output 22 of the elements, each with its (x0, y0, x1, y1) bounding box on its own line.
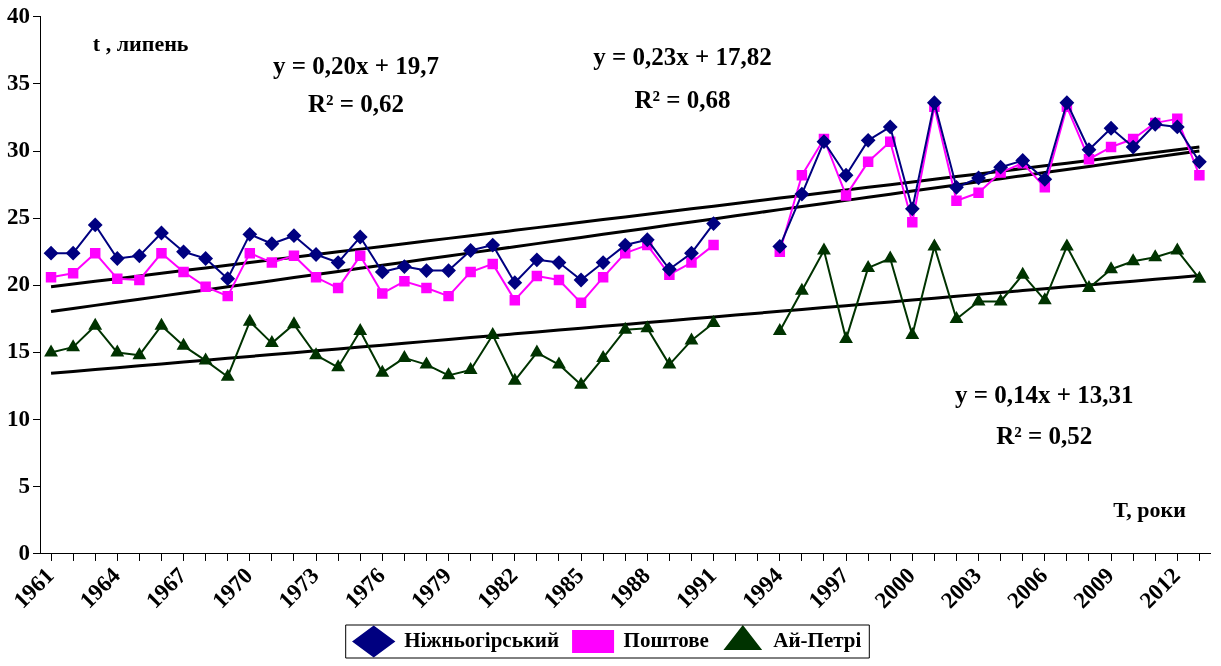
x-tick-label: 1961 (8, 562, 59, 613)
y-tick-label: 0 (18, 539, 30, 565)
y-tick-label: 35 (7, 69, 30, 95)
annotation: R² = 0,52 (996, 422, 1093, 450)
annotation: R² = 0,68 (634, 85, 731, 113)
annotation: y = 0,23x + 17,82 (593, 43, 772, 71)
y-tick-label: 10 (7, 405, 30, 431)
annotation: y = 0,20x + 19,7 (273, 52, 440, 80)
y-tick-label: 40 (7, 2, 30, 28)
y-tick-label: 5 (18, 472, 30, 498)
legend-label: Поштове (623, 627, 709, 652)
legend-label: Ай-Петрі (773, 627, 862, 652)
y-tick-label: 25 (7, 204, 30, 230)
annotation: y = 0,14x + 13,31 (954, 381, 1134, 409)
x-tick-label: 1991 (671, 562, 722, 613)
y-axis-title: t , липень (92, 31, 189, 57)
y-tick-label: 30 (7, 137, 30, 163)
legend-label: Ніжньогірський (404, 627, 560, 652)
x-axis-title: T, роки (1113, 496, 1187, 522)
y-tick-label: 15 (7, 338, 30, 364)
y-tick-label: 20 (7, 271, 30, 297)
annotation: R² = 0,62 (307, 89, 405, 117)
